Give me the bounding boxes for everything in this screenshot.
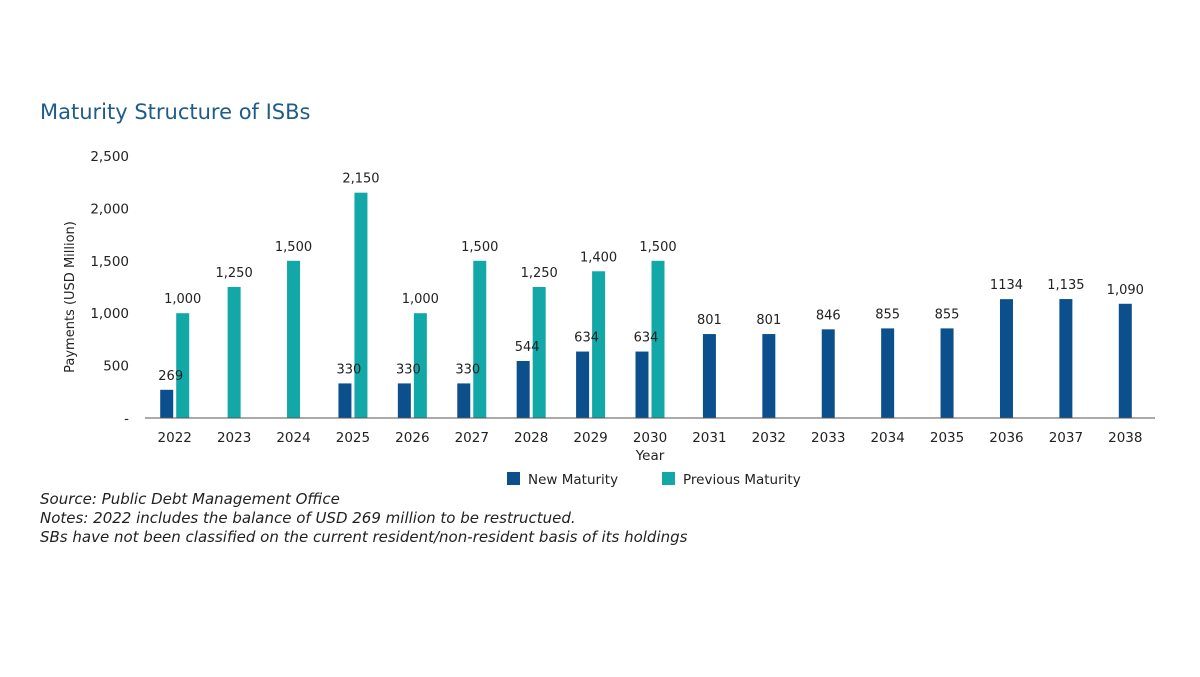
bar-labels: 269 1,000 1,250 1,500 330 2,150 330 1,000 330 1,5…	[158, 172, 1144, 384]
x-tick-label: 2034	[870, 430, 904, 446]
y-axis: - 500 1,000 1,500 2,000 2,500 Payments (USD Mi…	[63, 149, 129, 427]
legend-swatch-new-maturity	[507, 472, 520, 485]
y-tick-label: 500	[103, 359, 129, 375]
bar-new-maturity-2035	[940, 328, 954, 418]
x-tick-label: 2026	[395, 430, 429, 446]
x-tick-label: 2024	[276, 430, 310, 446]
bar-new-maturity-2034	[881, 328, 895, 418]
bar-previous-maturity-2025	[354, 192, 368, 418]
bar-previous-maturity-2026	[413, 313, 427, 418]
bar-previous-maturity-2029	[592, 271, 606, 418]
bar-previous-maturity-2028	[532, 287, 546, 418]
bar-new-maturity-2036	[999, 299, 1013, 418]
x-axis-label: Year	[635, 448, 665, 464]
bar-new-maturity-2026	[397, 383, 411, 418]
data-label-new-2031: 801	[697, 313, 722, 328]
x-tick-label: 2031	[692, 430, 726, 446]
note-line-1: Notes: 2022 includes the balance of USD …	[40, 509, 576, 527]
data-label-new-2037: 1,135	[1047, 278, 1084, 293]
chart-notes: Source: Public Debt Management Office No…	[40, 490, 687, 547]
x-tick-label: 2037	[1049, 430, 1083, 446]
x-axis: 2022 2023 2024 2025 2026 2027 2028 2029 2030 2031…	[145, 417, 1155, 464]
bar-previous-maturity-2027	[473, 260, 487, 418]
data-label-new-2022: 269	[158, 369, 183, 384]
bar-previous-maturity-2022	[176, 313, 190, 418]
data-label-new-2026: 330	[396, 362, 421, 377]
bars	[160, 192, 1132, 418]
x-tick-label: 2027	[455, 430, 489, 446]
data-label-new-2034: 855	[875, 307, 900, 322]
source-note: Source: Public Debt Management Office	[40, 490, 340, 508]
legend-label-previous-maturity: Previous Maturity	[683, 472, 801, 488]
data-label-previous-2029: 1,400	[580, 250, 617, 265]
bar-new-maturity-2028	[516, 360, 530, 418]
bar-new-maturity-2029	[576, 351, 590, 418]
note-line-2: SBs have not been classified on the curr…	[40, 528, 688, 546]
y-axis-label: Payments (USD Million)	[63, 221, 78, 373]
bar-previous-maturity-2030	[651, 260, 665, 418]
data-label-previous-2026: 1,000	[402, 292, 439, 307]
x-tick-label: 2038	[1108, 430, 1142, 446]
bar-new-maturity-2027	[457, 383, 471, 418]
bar-new-maturity-2038	[1118, 303, 1132, 418]
bar-new-maturity-2022	[160, 389, 174, 418]
x-tick-label: 2030	[633, 430, 667, 446]
data-label-new-2032: 801	[756, 313, 781, 328]
chart-title: Maturity Structure of ISBs	[40, 100, 311, 124]
x-tick-label: 2028	[514, 430, 548, 446]
y-tick-label: 1,500	[90, 254, 129, 270]
data-label-new-2029: 634	[574, 331, 599, 346]
bar-new-maturity-2031	[702, 334, 716, 418]
x-tick-label: 2023	[217, 430, 251, 446]
y-tick-label: -	[124, 411, 129, 427]
bar-new-maturity-2032	[762, 334, 776, 418]
data-label-previous-2025: 2,150	[342, 172, 379, 187]
data-label-new-2025: 330	[337, 362, 362, 377]
bar-new-maturity-2030	[635, 351, 649, 418]
data-label-previous-2022: 1,000	[164, 292, 201, 307]
data-label-new-2035: 855	[935, 307, 960, 322]
data-label-previous-2023: 1,250	[216, 266, 253, 281]
y-tick-label: 2,500	[90, 149, 129, 165]
bar-previous-maturity-2024	[287, 260, 301, 418]
x-tick-label: 2036	[989, 430, 1023, 446]
bar-new-maturity-2033	[821, 329, 835, 418]
x-tick-label: 2029	[573, 430, 607, 446]
bar-new-maturity-2025	[338, 383, 352, 418]
data-label-new-2036: 1134	[990, 278, 1023, 293]
x-tick-label: 2033	[811, 430, 845, 446]
bar-previous-maturity-2023	[227, 287, 241, 418]
legend-swatch-previous-maturity	[662, 472, 675, 485]
bar-new-maturity-2037	[1059, 299, 1073, 418]
data-label-previous-2030: 1,500	[639, 240, 676, 255]
data-label-new-2027: 330	[455, 362, 480, 377]
x-tick-label: 2022	[158, 430, 192, 446]
x-tick-label: 2025	[336, 430, 370, 446]
data-label-previous-2027: 1,500	[461, 240, 498, 255]
data-label-new-2033: 846	[816, 308, 841, 323]
data-label-new-2030: 634	[634, 331, 659, 346]
legend-label-new-maturity: New Maturity	[528, 472, 618, 488]
legend: New Maturity Previous Maturity	[507, 472, 801, 488]
data-label-new-2038: 1,090	[1107, 283, 1144, 298]
y-tick-label: 2,000	[90, 201, 129, 217]
data-label-new-2028: 544	[515, 340, 540, 355]
x-tick-label: 2035	[930, 430, 964, 446]
data-label-previous-2028: 1,250	[521, 266, 558, 281]
x-tick-label: 2032	[752, 430, 786, 446]
y-tick-label: 1,000	[90, 306, 129, 322]
data-label-previous-2024: 1,500	[275, 240, 312, 255]
